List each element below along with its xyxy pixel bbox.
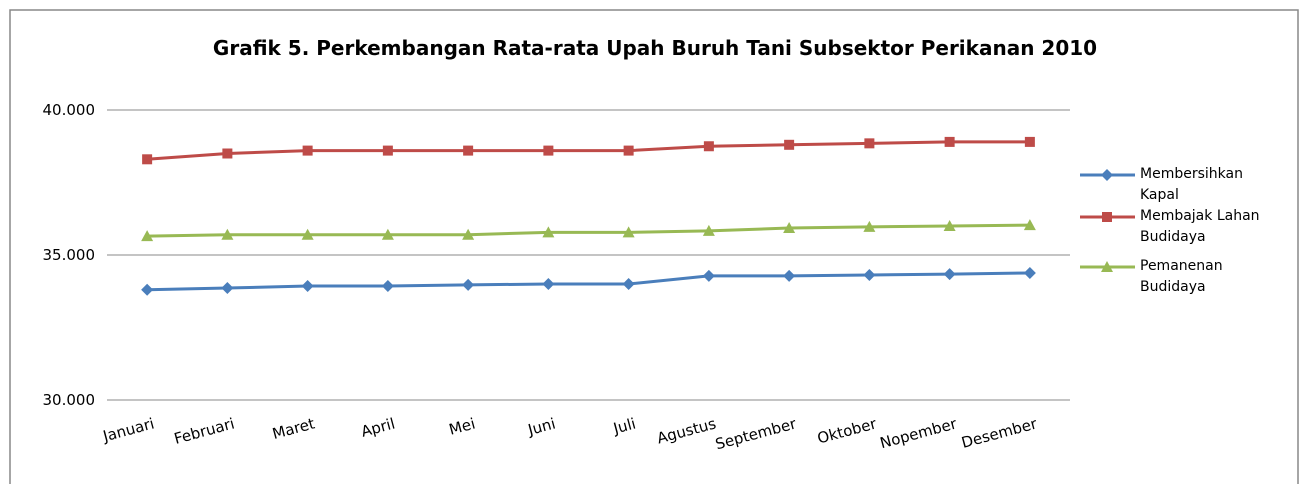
x-tick-label: Nopember: [878, 414, 959, 452]
x-tick-label: April: [359, 414, 397, 440]
marker: [863, 269, 876, 282]
marker: [783, 222, 796, 234]
marker: [142, 154, 153, 165]
x-tick-label: Februari: [172, 414, 236, 447]
series-line: [147, 140, 1030, 161]
marker: [542, 278, 555, 290]
marker: [382, 145, 393, 156]
marker: [1023, 266, 1036, 279]
marker: [141, 283, 154, 296]
marker: [943, 268, 956, 281]
marker: [702, 269, 715, 282]
marker: [301, 228, 314, 240]
y-tick-label: 40.000: [43, 101, 96, 119]
series-line: [147, 223, 1030, 238]
legend-label: Pemanenan Budidaya: [1140, 258, 1223, 295]
y-tick-label: 30.000: [43, 391, 96, 409]
marker: [543, 145, 554, 156]
marker: [1024, 136, 1035, 147]
marker: [462, 278, 475, 291]
marker: [1101, 169, 1113, 181]
x-tick-label: Januari: [100, 414, 156, 445]
marker: [462, 228, 475, 240]
marker: [783, 269, 796, 282]
marker: [463, 145, 474, 156]
marker: [1023, 219, 1036, 231]
marker: [622, 278, 635, 290]
marker: [221, 228, 234, 240]
marker: [623, 145, 634, 156]
y-tick-label: 35.000: [43, 246, 96, 264]
x-tick-label: Mei: [447, 414, 477, 438]
chart-frame: [9, 9, 1299, 484]
x-tick-label: Juli: [611, 414, 638, 437]
x-tick-label: September: [713, 414, 799, 453]
marker: [301, 280, 314, 293]
x-tick-label: Juni: [525, 414, 557, 439]
marker: [381, 280, 394, 293]
series-line: [147, 271, 1030, 292]
marker: [302, 145, 313, 156]
marker: [222, 148, 233, 159]
marker: [1101, 261, 1113, 272]
marker: [943, 220, 956, 231]
legend-label: Membajak Lahan Budidaya: [1140, 208, 1260, 245]
marker: [864, 138, 875, 149]
chart-title: Grafik 5. Perkembangan Rata-rata Upah Bu…: [212, 36, 1098, 60]
x-tick-label: Maret: [270, 414, 316, 443]
x-tick-label: Desember: [960, 414, 1040, 452]
marker: [381, 228, 394, 240]
marker: [221, 282, 234, 295]
marker: [141, 230, 154, 242]
x-tick-label: Oktober: [815, 414, 879, 447]
x-tick-label: Agustus: [655, 414, 718, 447]
marker: [1102, 212, 1112, 222]
marker: [944, 136, 955, 147]
marker: [784, 139, 795, 150]
marker: [703, 141, 714, 152]
legend-label: Membersihkan Kapal: [1140, 166, 1243, 203]
marker: [702, 224, 715, 236]
marker: [622, 226, 635, 238]
marker: [542, 226, 555, 238]
marker: [863, 220, 876, 232]
